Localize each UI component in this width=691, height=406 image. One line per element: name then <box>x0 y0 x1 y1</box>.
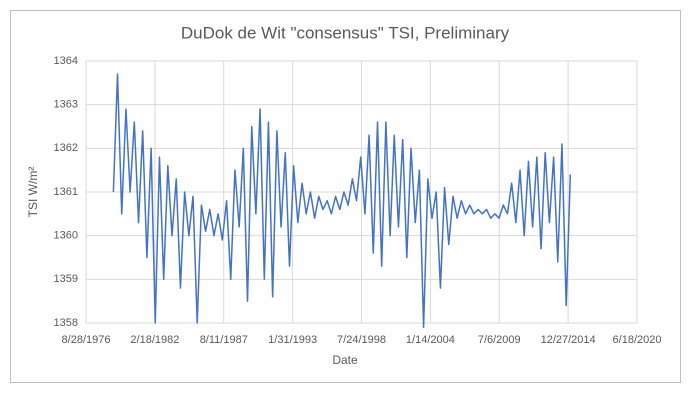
x-tick-label: 8/11/1987 <box>200 334 248 346</box>
y-tick-label: 1363 <box>54 99 78 111</box>
x-tick-label: 1/31/1993 <box>268 334 317 346</box>
x-tick-label: 7/24/1998 <box>337 334 386 346</box>
y-tick-label: 1362 <box>54 142 78 154</box>
x-tick-label: 12/27/2014 <box>541 334 596 346</box>
x-tick-label: 1/14/2004 <box>406 334 455 346</box>
chart-title: DuDok de Wit "consensus" TSI, Preliminar… <box>181 23 510 42</box>
x-axis-label: Date <box>332 353 358 367</box>
x-tick-label: 2/18/1982 <box>130 334 179 346</box>
y-axis-label: TSI W/m² <box>26 167 40 218</box>
y-tick-label: 1358 <box>54 317 78 329</box>
x-tick-label: 6/18/2020 <box>613 334 662 346</box>
data-line <box>112 73 572 329</box>
y-tick-label: 1364 <box>54 55 78 67</box>
y-tick-label: 1359 <box>54 273 78 285</box>
y-tick-label: 1361 <box>54 186 78 198</box>
x-tick-label: 7/6/2009 <box>478 334 521 346</box>
y-tick-label: 1360 <box>54 230 78 242</box>
x-tick-label: 8/28/1976 <box>62 334 111 346</box>
